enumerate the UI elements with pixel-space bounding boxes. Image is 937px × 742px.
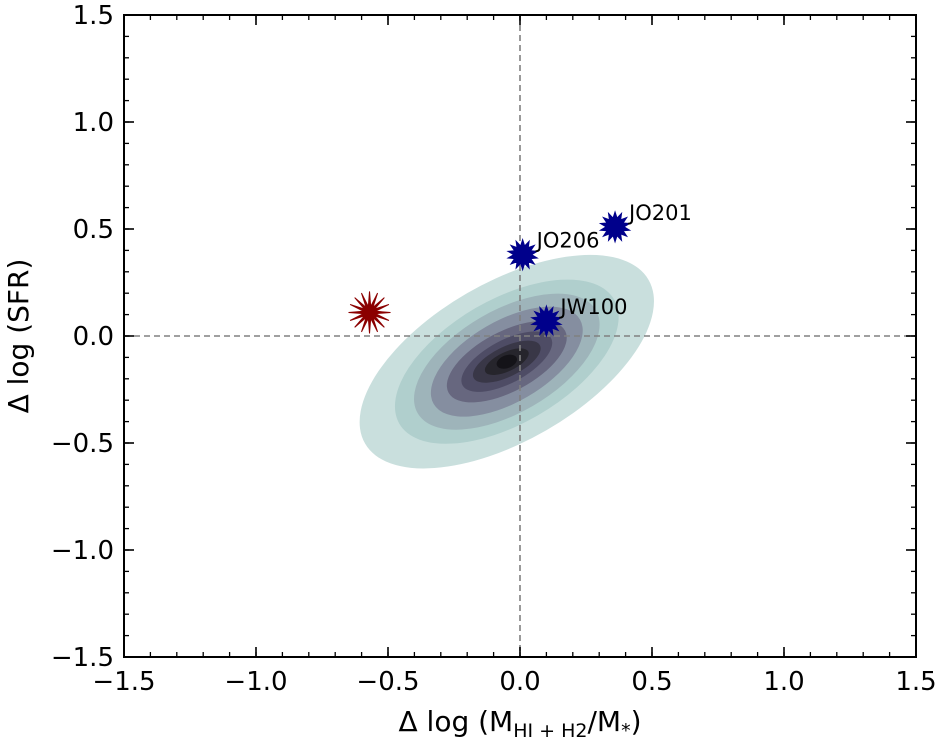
y-axis-label: Δ log (SFR)	[2, 259, 35, 414]
jw100-marker	[530, 304, 563, 338]
contour-level-9	[496, 354, 517, 369]
point-label-jo206: JO206	[535, 229, 600, 253]
x-tick-label: 1.0	[763, 667, 804, 697]
x-tick-label: −1.5	[92, 667, 155, 697]
y-tick-label: −0.5	[51, 429, 114, 459]
x-tick-label: 0.0	[499, 667, 540, 697]
reference-lines	[124, 15, 916, 657]
jo201-marker	[598, 210, 632, 244]
y-tick-label: −1.0	[51, 536, 114, 566]
y-tick-label: 0.0	[73, 322, 114, 352]
y-tick-label: 0.5	[73, 215, 114, 245]
highlight-marker	[348, 291, 391, 334]
density-contours	[359, 254, 654, 469]
y-tick-label: −1.5	[51, 643, 114, 673]
point-label-jw100: JW100	[558, 295, 627, 319]
point-label-jo201: JO201	[627, 201, 692, 225]
x-tick-label: −1.0	[224, 667, 287, 697]
tick-labels: −1.5 −1.0 −0.5 0.0 0.5 1.0 1.5 −1.5 −1.0 −0.5 0.0 0…	[51, 1, 937, 697]
data-markers: JO201 JO206 JW100	[348, 201, 692, 338]
x-tick-label: −0.5	[356, 667, 419, 697]
x-axis-label: Δ log (MHI + H2/M*)	[398, 705, 641, 742]
plot-frame	[123, 14, 917, 658]
y-tick-label: 1.5	[73, 1, 114, 31]
jo206-marker	[506, 238, 539, 272]
x-tick-label: 1.5	[895, 667, 936, 697]
y-tick-label: 1.0	[73, 108, 114, 138]
x-tick-label: 0.5	[631, 667, 672, 697]
